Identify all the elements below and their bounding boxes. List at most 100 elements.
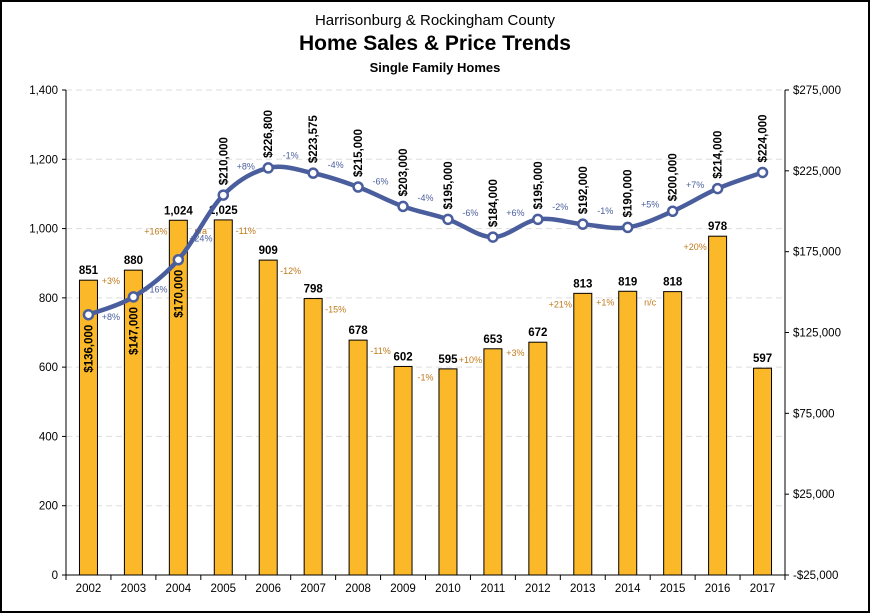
- bar-change-label: -11%: [236, 226, 256, 236]
- bar: [573, 292, 593, 576]
- bar: [258, 259, 278, 576]
- price-change-label: +6%: [506, 208, 524, 218]
- x-tick-label: 2017: [750, 583, 776, 595]
- bar-change-label: -1%: [417, 372, 433, 382]
- price-point: [307, 167, 319, 179]
- x-tick-label: 2006: [255, 583, 281, 595]
- bar-change-label: +20%: [683, 242, 706, 252]
- y-right-tick-label: -$25,000: [793, 570, 838, 582]
- y-left-tick-label: 1,400: [29, 85, 58, 97]
- bar-value-label: 595: [438, 354, 458, 366]
- price-value-label: $184,000: [488, 179, 500, 227]
- bar-value-label: 597: [753, 353, 772, 365]
- bar-change-label: +10%: [459, 355, 482, 365]
- y-left-tick-label: 800: [39, 293, 58, 305]
- x-tick-label: 2009: [390, 583, 416, 595]
- price-point: [621, 221, 634, 234]
- bar-value-label: 653: [483, 334, 502, 346]
- bar-change-label: n/c: [644, 297, 657, 307]
- bar: [618, 290, 638, 576]
- bar: [78, 279, 98, 576]
- x-tick-label: 2012: [525, 583, 551, 595]
- bar-value-label: 1,025: [209, 205, 238, 217]
- price-point: [577, 218, 589, 230]
- bar-change-label: -15%: [325, 305, 346, 315]
- bar-change-label: -12%: [280, 266, 301, 276]
- price-value-label: $195,000: [443, 161, 455, 209]
- x-tick-label: 2016: [705, 583, 731, 595]
- price-value-label: $200,000: [668, 153, 680, 201]
- price-change-label: -6%: [373, 177, 389, 187]
- bar: [393, 365, 413, 576]
- x-tick-label: 2004: [166, 583, 192, 595]
- price-point: [666, 205, 679, 217]
- chart-title: Harrisonburg & Rockingham County: [314, 12, 556, 29]
- bar-value-label: 602: [393, 351, 412, 363]
- bar: [438, 368, 458, 576]
- bar: [303, 298, 323, 576]
- bar: [708, 235, 728, 576]
- x-tick-label: 2002: [76, 583, 102, 595]
- price-value-label: $147,000: [128, 307, 140, 355]
- y-left-tick-label: 200: [39, 501, 58, 513]
- price-value-label: $190,000: [623, 169, 635, 217]
- y-left-tick-label: 1,200: [29, 154, 58, 166]
- bar-change-label: +21%: [549, 299, 572, 309]
- price-point: [756, 166, 769, 179]
- bar-value-label: 909: [259, 245, 278, 257]
- price-change-label: +8%: [102, 312, 120, 322]
- y-left-tick-label: 0: [52, 570, 58, 582]
- price-point: [172, 254, 185, 266]
- price-change-label: -1%: [283, 151, 299, 161]
- price-change-label: -4%: [328, 160, 344, 170]
- price-point: [127, 291, 140, 303]
- price-point: [487, 231, 499, 243]
- price-value-label: $170,000: [173, 270, 185, 318]
- y-right-tick-label: $75,000: [793, 408, 835, 420]
- bar-change-label: +3%: [506, 348, 524, 358]
- price-point: [442, 213, 454, 226]
- bar-value-label: 880: [124, 255, 143, 267]
- chart-subtitle: Home Sales & Price Trends: [299, 32, 571, 55]
- price-point: [711, 182, 724, 195]
- bar-change-label: +16%: [144, 226, 167, 236]
- x-tick-label: 2015: [660, 583, 686, 595]
- price-value-label: $214,000: [713, 131, 725, 179]
- price-value-label: $224,000: [758, 114, 770, 162]
- price-change-label: +8%: [237, 162, 255, 172]
- bar: [213, 219, 233, 576]
- price-change-label: -4%: [417, 193, 433, 203]
- price-point: [217, 189, 230, 201]
- bar: [663, 291, 683, 576]
- price-change-label: +5%: [641, 199, 659, 209]
- bar: [528, 341, 548, 576]
- x-tick-label: 2007: [300, 583, 326, 595]
- price-point: [82, 308, 95, 321]
- price-line: [87, 164, 764, 317]
- price-value-label: $226,800: [263, 110, 275, 158]
- y-right-tick-label: $25,000: [793, 489, 835, 501]
- x-tick-label: 2011: [481, 583, 506, 595]
- x-tick-label: 2013: [570, 583, 596, 595]
- price-change-label: -2%: [552, 202, 568, 212]
- bar-change-label: -11%: [370, 346, 390, 356]
- price-value-label: $223,575: [308, 115, 320, 164]
- y-left-tick-label: 1,000: [29, 224, 58, 236]
- price-point: [262, 162, 274, 174]
- x-tick-label: 2008: [345, 583, 371, 595]
- price-value-label: $203,000: [398, 148, 410, 196]
- y-left-tick-label: 600: [39, 362, 58, 374]
- price-value-label: $136,000: [83, 325, 95, 373]
- bar-value-label: 1,024: [164, 205, 193, 217]
- y-right-tick-label: $275,000: [793, 85, 841, 97]
- price-value-label: $192,000: [578, 166, 590, 214]
- x-tick-label: 2005: [210, 583, 236, 595]
- bar-change-label: +3%: [102, 276, 120, 286]
- chart-subtitle-2: Single Family Homes: [369, 60, 501, 75]
- bar-value-label: 819: [618, 276, 637, 288]
- y-left-tick-label: 400: [39, 431, 58, 443]
- bar-change-label: +1%: [596, 297, 614, 307]
- bar-value-label: 798: [304, 284, 324, 296]
- x-tick-label: 2010: [435, 583, 461, 595]
- x-tick-label: 2003: [121, 583, 147, 595]
